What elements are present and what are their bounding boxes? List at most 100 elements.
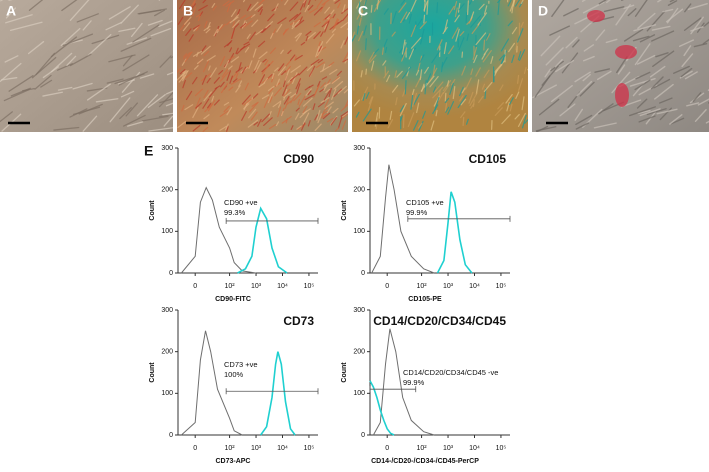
chart-title: CD73 [283, 314, 314, 328]
cell [317, 80, 321, 87]
cell [245, 15, 253, 21]
cell [147, 94, 166, 109]
cell [225, 0, 235, 8]
x-tick-label: 0 [385, 445, 389, 452]
x-axis-label: CD105-PE [408, 296, 442, 303]
cell [651, 30, 675, 42]
cell [240, 14, 247, 20]
cell [475, 32, 487, 46]
panel-label: E [144, 143, 153, 159]
cell [636, 54, 656, 65]
cell [693, 43, 708, 48]
y-tick-label: 0 [169, 270, 173, 277]
cell [464, 77, 472, 90]
cell [283, 95, 290, 105]
cell [432, 64, 436, 78]
cell [162, 112, 173, 116]
cell [299, 16, 303, 23]
cell [442, 84, 450, 94]
cell [108, 6, 131, 20]
cell [120, 90, 135, 98]
stained-cell [615, 83, 629, 107]
cell [690, 16, 704, 35]
cell [326, 117, 334, 123]
cell [472, 46, 478, 61]
cell [362, 93, 366, 101]
cell [694, 109, 707, 122]
cell [628, 106, 656, 117]
cell [182, 70, 189, 82]
cell [443, 42, 447, 55]
cell [524, 118, 528, 124]
cell [415, 69, 420, 76]
cell [448, 45, 455, 55]
histogram-curve [372, 328, 435, 436]
cell [248, 102, 258, 113]
cell [314, 114, 319, 121]
cell [219, 55, 226, 67]
cell [275, 121, 280, 127]
cell [321, 76, 328, 80]
cell [192, 0, 196, 6]
cell [538, 98, 560, 116]
cell [5, 7, 17, 19]
histogram: 0 100 200 300 0 10² 10³ 10⁴ 10⁵ CD14/CD20/CD34/CD… [341, 307, 510, 465]
cell [248, 108, 257, 119]
cell [295, 107, 300, 112]
cell [332, 13, 336, 19]
cell [242, 0, 246, 3]
cell [475, 79, 480, 95]
cell [95, 98, 119, 103]
cell [391, 84, 399, 93]
cell [494, 107, 503, 116]
cell [28, 0, 44, 11]
cell [334, 127, 340, 132]
cell [684, 71, 698, 80]
cell [347, 129, 348, 132]
cell [236, 45, 246, 55]
cell [207, 102, 212, 109]
cell [148, 127, 173, 132]
cell [634, 43, 651, 66]
cell [665, 8, 684, 23]
cell [291, 19, 301, 30]
cell [363, 25, 367, 36]
cell [509, 103, 513, 112]
cell [195, 24, 201, 32]
cell [517, 50, 522, 61]
cell [650, 76, 664, 90]
cell [297, 99, 300, 105]
y-axis-label: Count [149, 200, 156, 221]
cell [203, 91, 212, 102]
cell [515, 0, 521, 7]
cell [9, 21, 43, 32]
y-tick-label: 200 [161, 349, 173, 356]
panel-label: B [183, 3, 193, 19]
cell [324, 99, 330, 108]
cell [205, 28, 211, 34]
cell [285, 65, 291, 74]
cell [356, 12, 361, 20]
cell [410, 94, 414, 110]
cell [198, 4, 208, 11]
cell [61, 0, 78, 12]
cell [273, 87, 282, 97]
x-axis-label: CD14-/CD20-/CD34-/CD45-PerCP [371, 458, 479, 465]
y-tick-label: 100 [353, 228, 365, 235]
cell [225, 123, 229, 131]
cell [410, 0, 417, 12]
cell [416, 102, 420, 114]
cell [284, 0, 289, 6]
cell [497, 102, 504, 110]
cell [639, 34, 656, 43]
cell [518, 49, 526, 61]
cell [312, 103, 316, 111]
cell [455, 28, 460, 42]
y-tick-label: 0 [361, 270, 365, 277]
cell [296, 83, 301, 95]
cell [317, 41, 324, 52]
cell [394, 70, 397, 79]
cell [337, 116, 343, 129]
cell [0, 77, 18, 81]
